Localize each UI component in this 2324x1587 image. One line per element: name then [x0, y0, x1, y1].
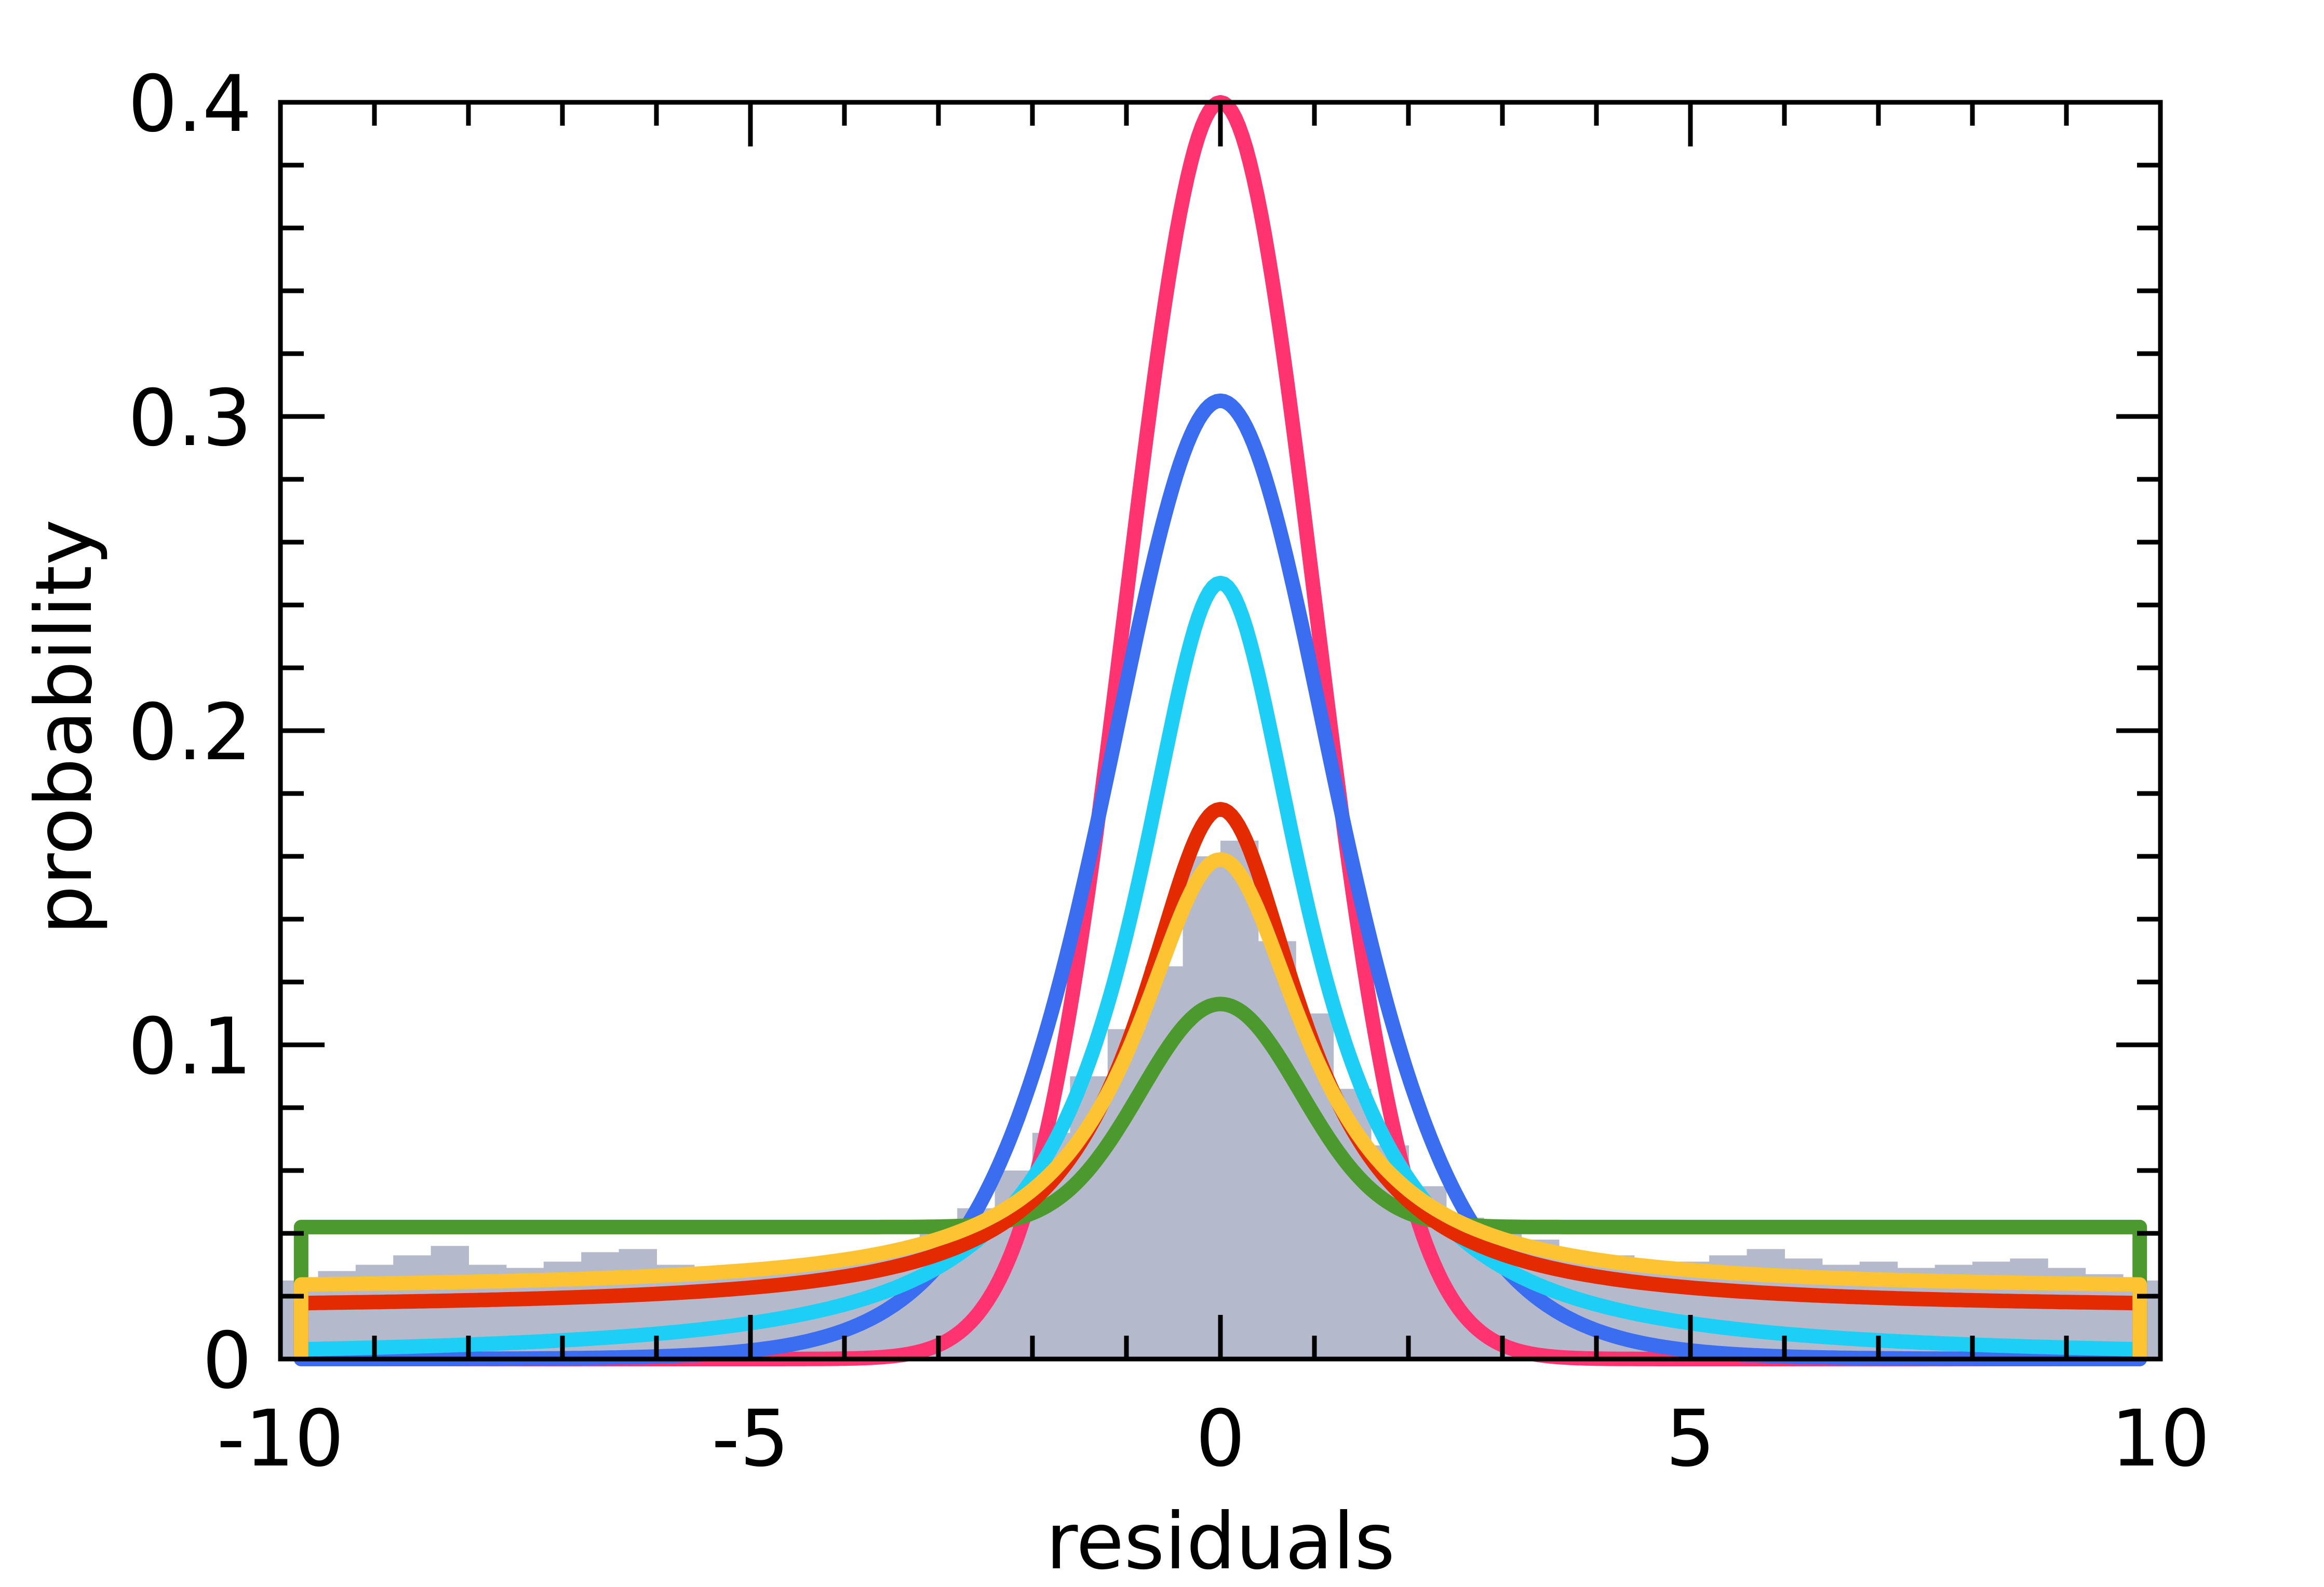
histogram-bar	[1183, 856, 1221, 1359]
x-tick-label: 5	[1665, 1394, 1715, 1484]
y-tick-label: 0.1	[128, 1002, 252, 1092]
series-line	[293, 575, 2147, 1360]
y-tick-label: 0.3	[128, 373, 252, 464]
series-line	[293, 852, 2147, 1360]
tick-labels: -10 -5 0 5 10 0 0.1 0.2 0.3 0.4	[128, 59, 2210, 1484]
y-tick-label: 0.2	[128, 688, 252, 778]
plot-frame	[278, 100, 2163, 1362]
x-tick-label: -10	[217, 1394, 344, 1484]
histogram-bar	[1220, 840, 1259, 1359]
x-axis-label: residuals	[1046, 1497, 1395, 1587]
x-tick-label: 0	[1195, 1394, 1245, 1484]
y-tick-label: 0	[203, 1316, 252, 1406]
histogram-bar	[1747, 1249, 1785, 1359]
histogram-bar	[694, 1268, 732, 1359]
x-tick-label: 10	[2111, 1394, 2210, 1484]
series-line	[293, 802, 2147, 1360]
y-axis-label: probability	[19, 519, 110, 935]
series-line	[293, 997, 2147, 1360]
x-tick-label: -5	[711, 1394, 789, 1484]
y-tick-label: 0.4	[128, 59, 252, 150]
